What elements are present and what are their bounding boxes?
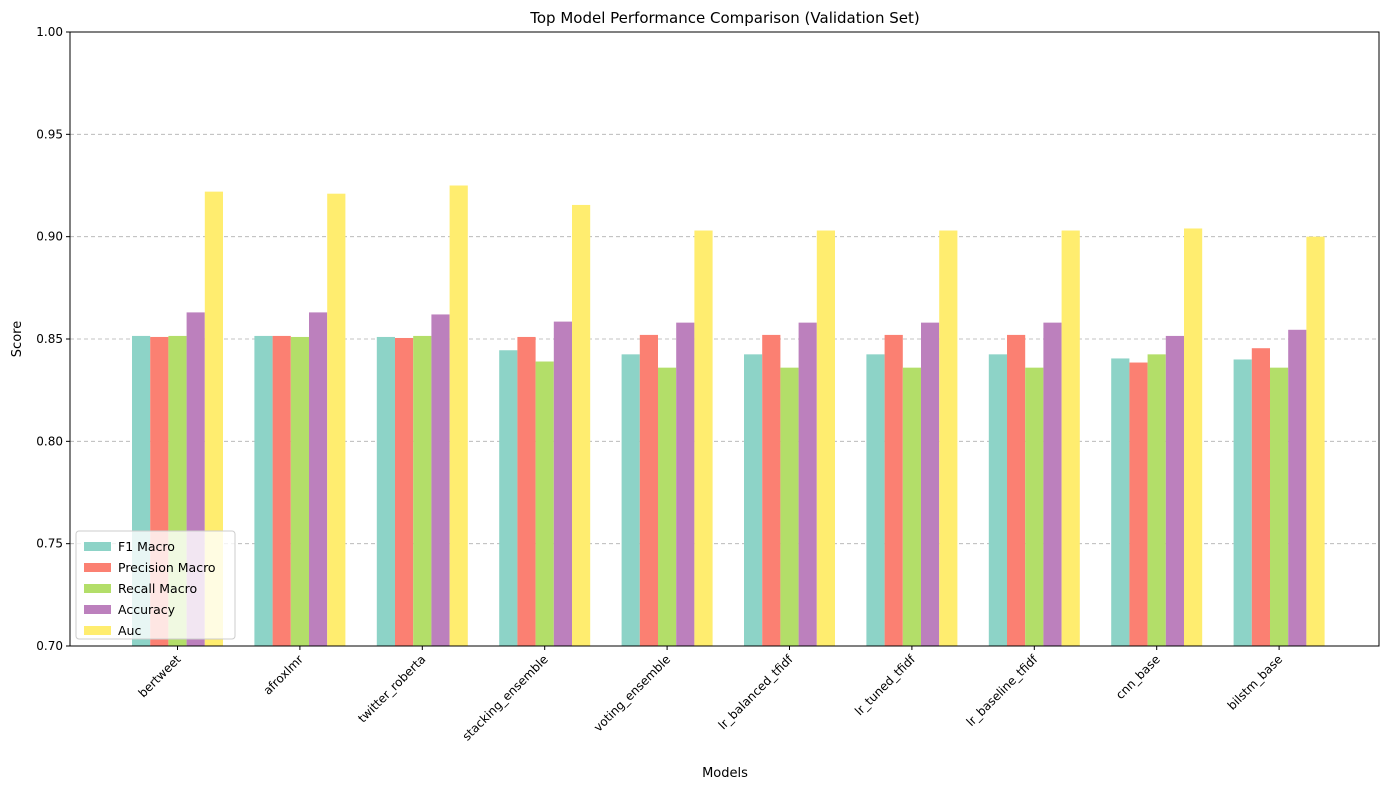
bar bbox=[553, 321, 572, 646]
bar bbox=[290, 336, 309, 646]
bar bbox=[762, 334, 781, 646]
bar bbox=[816, 230, 835, 646]
legend-swatch bbox=[84, 626, 111, 635]
bar bbox=[866, 354, 885, 646]
bar bbox=[413, 335, 432, 646]
bar bbox=[309, 312, 328, 646]
bar bbox=[1288, 329, 1307, 646]
bar bbox=[939, 230, 958, 646]
bar bbox=[449, 185, 468, 646]
bar bbox=[621, 354, 640, 646]
bar bbox=[1184, 228, 1203, 647]
bar bbox=[1306, 236, 1325, 646]
legend-swatch bbox=[84, 584, 111, 593]
y-tick-label: 0.80 bbox=[36, 434, 63, 448]
bar bbox=[376, 336, 395, 646]
y-tick-label: 0.75 bbox=[36, 537, 63, 551]
legend-box bbox=[75, 530, 236, 640]
bar bbox=[694, 230, 713, 646]
bar bbox=[327, 193, 346, 647]
bar bbox=[395, 337, 414, 646]
bar bbox=[639, 334, 658, 646]
bar bbox=[676, 322, 695, 646]
legend-label: Recall Macro bbox=[118, 581, 197, 596]
bar bbox=[1025, 367, 1044, 646]
legend-swatch bbox=[84, 542, 111, 551]
bar bbox=[1251, 348, 1270, 646]
bar bbox=[517, 336, 536, 646]
bar bbox=[1129, 362, 1148, 646]
bar bbox=[254, 335, 273, 646]
legend: F1 Macro Precision Macro Recall Macro Accur… bbox=[75, 530, 236, 640]
legend-swatch bbox=[84, 563, 111, 572]
legend-swatch bbox=[84, 605, 111, 614]
legend-label: Precision Macro bbox=[118, 560, 216, 575]
bar bbox=[272, 335, 291, 646]
y-tick-label: 0.90 bbox=[36, 230, 63, 244]
bar bbox=[1165, 335, 1184, 646]
bar bbox=[884, 334, 903, 646]
bar bbox=[1270, 367, 1289, 646]
y-tick-label: 1.00 bbox=[36, 25, 63, 39]
bar bbox=[431, 314, 450, 646]
bar bbox=[572, 204, 591, 646]
bar bbox=[658, 367, 677, 646]
bar bbox=[1061, 230, 1080, 646]
bar bbox=[798, 322, 817, 646]
bar bbox=[1233, 359, 1252, 646]
x-axis-label: Models bbox=[702, 766, 748, 781]
bar bbox=[780, 367, 799, 646]
legend-label: F1 Macro bbox=[118, 539, 175, 554]
legend-label: Accuracy bbox=[118, 602, 176, 617]
bar bbox=[744, 354, 763, 646]
y-tick-label: 0.70 bbox=[36, 639, 63, 653]
bar bbox=[921, 322, 940, 646]
chart-title: Top Model Performance Comparison (Valida… bbox=[529, 9, 919, 27]
y-axis-label: Score bbox=[10, 321, 25, 357]
bar bbox=[499, 350, 518, 646]
bar bbox=[902, 367, 921, 646]
bar bbox=[988, 354, 1007, 646]
bar bbox=[1147, 354, 1166, 646]
bar bbox=[1007, 334, 1026, 646]
y-tick-label: 0.85 bbox=[36, 332, 63, 346]
bar bbox=[535, 361, 554, 646]
legend-label: Auc bbox=[118, 623, 141, 638]
bar bbox=[1111, 358, 1130, 646]
y-tick-label: 0.95 bbox=[36, 127, 63, 141]
y-axis-ticks: 0.70 0.75 0.80 0.85 0.90 0.95 1.00 bbox=[36, 25, 70, 653]
bar bbox=[1043, 322, 1062, 646]
